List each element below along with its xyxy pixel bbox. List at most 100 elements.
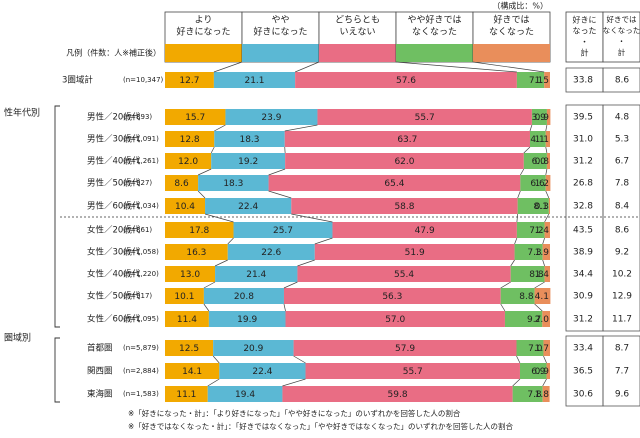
group-bracket xyxy=(54,105,60,328)
summary-column-box xyxy=(602,67,640,93)
bar-segment xyxy=(227,244,315,260)
connector-line xyxy=(213,61,243,73)
connector-line xyxy=(214,124,226,132)
connector-line xyxy=(314,237,333,245)
bar-value-label: 12.0 xyxy=(178,157,198,167)
unit-note: （構成比：%） xyxy=(492,1,548,11)
legend-swatch xyxy=(242,44,319,62)
bar-value-label: 1.8 xyxy=(535,390,550,400)
footnote: ※「好きではなくなった・計」：「好きではなくなった」「やや好きではなくなった」の… xyxy=(128,421,514,431)
bar-segment xyxy=(516,340,544,356)
bar-segment xyxy=(546,363,550,379)
row-n: (n=1,583) xyxy=(123,390,159,398)
bar-segment xyxy=(523,153,547,169)
bar-segment xyxy=(165,109,226,125)
group-bracket xyxy=(54,337,60,403)
dislike-total-value: 6.7 xyxy=(615,157,629,167)
row-label: 女性／50歳代 xyxy=(87,291,141,302)
row-label: 関西圏 xyxy=(87,367,113,377)
connector-line xyxy=(542,259,545,267)
connector-line xyxy=(197,168,212,176)
connector-line xyxy=(472,61,545,73)
bar-segment xyxy=(165,244,228,260)
bar-value-label: 20.9 xyxy=(243,344,263,354)
bar-segment xyxy=(165,266,216,282)
bar-value-label: 8.8 xyxy=(529,270,544,280)
connector-line xyxy=(500,281,511,289)
connector-line xyxy=(545,124,548,132)
bar-value-label: 0.8 xyxy=(535,157,550,167)
connector-line xyxy=(523,146,531,154)
connector-line xyxy=(283,281,298,289)
like-total-value: 31.2 xyxy=(573,157,593,167)
connector-line xyxy=(227,237,234,245)
connector-line xyxy=(500,303,506,312)
bar-segment xyxy=(548,198,550,214)
bar-segment xyxy=(531,109,547,125)
dislike-total-value: 9.6 xyxy=(615,390,630,400)
bar-value-label: 13.0 xyxy=(180,270,200,280)
bar-segment xyxy=(165,340,214,356)
bar-value-label: 12.5 xyxy=(179,344,199,354)
bar-segment xyxy=(165,131,215,147)
legend-swatch xyxy=(319,44,396,62)
legend-label: なくなった xyxy=(489,27,534,38)
bar-value-label: 65.4 xyxy=(384,179,404,189)
dislike-total-value: 8.7 xyxy=(615,344,629,354)
bar-value-label: 7.0 xyxy=(528,344,543,354)
row-n: (n=10,347) xyxy=(123,76,164,84)
summary-column-box xyxy=(602,104,640,332)
connector-line xyxy=(542,378,547,387)
bar-segment xyxy=(268,175,521,191)
connector-line xyxy=(517,190,521,199)
connector-line xyxy=(545,190,550,199)
bar-segment xyxy=(514,244,543,260)
bar-segment xyxy=(295,72,517,88)
bar-value-label: 22.4 xyxy=(252,367,272,377)
bar-value-label: 12.8 xyxy=(180,135,200,145)
footnote: ※「好きになった・計」：「より好きになった」「やや好きになった」のいずれかを回答… xyxy=(128,408,461,418)
bar-segment xyxy=(211,153,286,169)
bar-value-label: 18.3 xyxy=(223,179,243,189)
bar-value-label: 1.9 xyxy=(535,248,550,258)
bar-value-label: 7.1 xyxy=(529,76,543,86)
row-n: (n=893) xyxy=(123,113,152,121)
bar-value-label: 6.6 xyxy=(530,179,545,189)
bar-segment xyxy=(534,288,551,304)
row-n: (n=1,220) xyxy=(123,270,159,278)
bar-value-label: 12.7 xyxy=(179,76,199,86)
bar-value-label: 57.0 xyxy=(385,315,405,325)
bar-value-label: 1.7 xyxy=(535,344,549,354)
bar-segment xyxy=(510,266,545,282)
bar-value-label: 18.3 xyxy=(239,135,259,145)
bar-segment xyxy=(529,131,546,147)
like-total-value: 33.8 xyxy=(573,76,593,86)
bar-value-label: 14.1 xyxy=(182,367,202,377)
row-label: 男性／30歳代 xyxy=(87,134,141,145)
legend-label: 好きになった xyxy=(176,26,230,38)
bar-value-label: 10.1 xyxy=(174,292,194,302)
bar-value-label: 11.1 xyxy=(176,390,196,400)
bar-segment xyxy=(214,131,285,147)
connector-line xyxy=(284,124,318,132)
bar-value-label: 0.9 xyxy=(535,367,550,377)
bar-value-label: 1.4 xyxy=(535,226,550,236)
row-label: 男性／60歳代 xyxy=(87,201,141,212)
summary-header-cell xyxy=(565,11,604,63)
bar-segment xyxy=(213,340,294,356)
connector-line xyxy=(214,259,228,267)
summary-column-box xyxy=(602,335,640,407)
connector-line xyxy=(204,213,234,223)
row-label: 3圏域計 xyxy=(62,75,93,86)
row-n: (n=1,034) xyxy=(123,202,159,210)
row-label: 男性／20歳代 xyxy=(87,112,141,123)
dislike-total-value: 4.8 xyxy=(615,113,630,123)
connector-line xyxy=(544,213,550,223)
connector-line xyxy=(282,378,306,387)
bar-value-label: 15.7 xyxy=(185,113,205,123)
row-n: (n=927) xyxy=(123,179,152,187)
bar-segment xyxy=(285,153,524,169)
bar-segment xyxy=(512,386,543,402)
legend-label: いえない xyxy=(339,27,375,38)
